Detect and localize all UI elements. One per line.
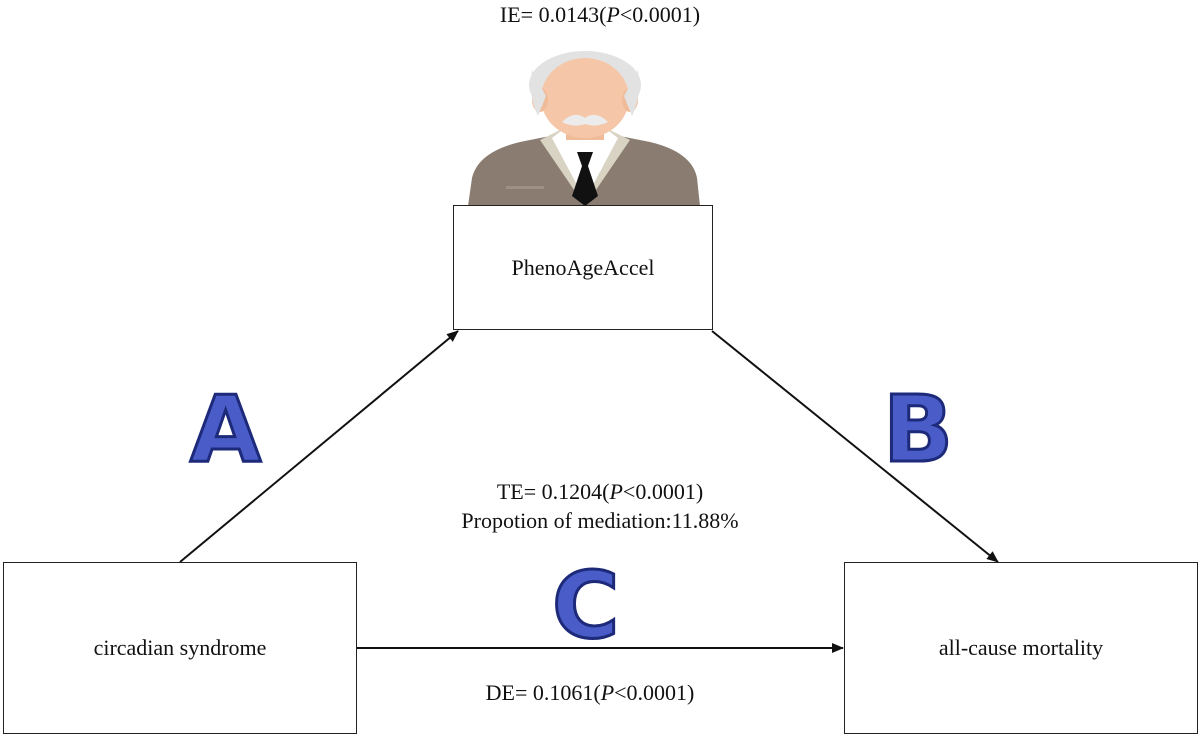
direct-effect-label: DE= 0.1061(P<0.0001)	[400, 680, 780, 706]
te-p-rest: <0.0001)	[622, 479, 704, 504]
outcome-box: all-cause mortality	[844, 562, 1198, 734]
path-a-arrow	[179, 330, 459, 563]
total-effect-block: TE= 0.1204(P<0.0001) Propotion of mediat…	[380, 477, 820, 535]
te-p-symbol: P	[609, 479, 623, 504]
te-prefix: TE= 0.1204(	[496, 479, 610, 504]
ie-p-symbol: P	[606, 2, 620, 27]
path-b-letter: B	[881, 376, 954, 483]
ie-p-rest: <0.0001)	[619, 2, 701, 27]
elderly-man-icon	[468, 51, 700, 206]
proportion-mediation-label: Propotion of mediation:11.88%	[461, 508, 739, 533]
mediator-box: PhenoAgeAccel	[453, 205, 713, 330]
de-p-symbol: P	[600, 680, 615, 705]
de-prefix: DE= 0.1061(	[485, 680, 601, 705]
mediator-label: PhenoAgeAccel	[511, 254, 655, 280]
ie-prefix: IE= 0.0143(	[499, 2, 607, 27]
path-a-letter: A	[188, 376, 262, 483]
total-effect-label: TE= 0.1204(P<0.0001)	[380, 477, 820, 506]
de-p-rest: <0.0001)	[614, 680, 695, 705]
outcome-label: all-cause mortality	[938, 635, 1104, 660]
exposure-box: circadian syndrome	[3, 562, 357, 734]
path-b-arrow	[711, 330, 999, 563]
exposure-label: circadian syndrome	[93, 635, 267, 660]
path-c-letter: C	[551, 552, 622, 659]
indirect-effect-label: IE= 0.0143(P<0.0001)	[430, 2, 770, 28]
